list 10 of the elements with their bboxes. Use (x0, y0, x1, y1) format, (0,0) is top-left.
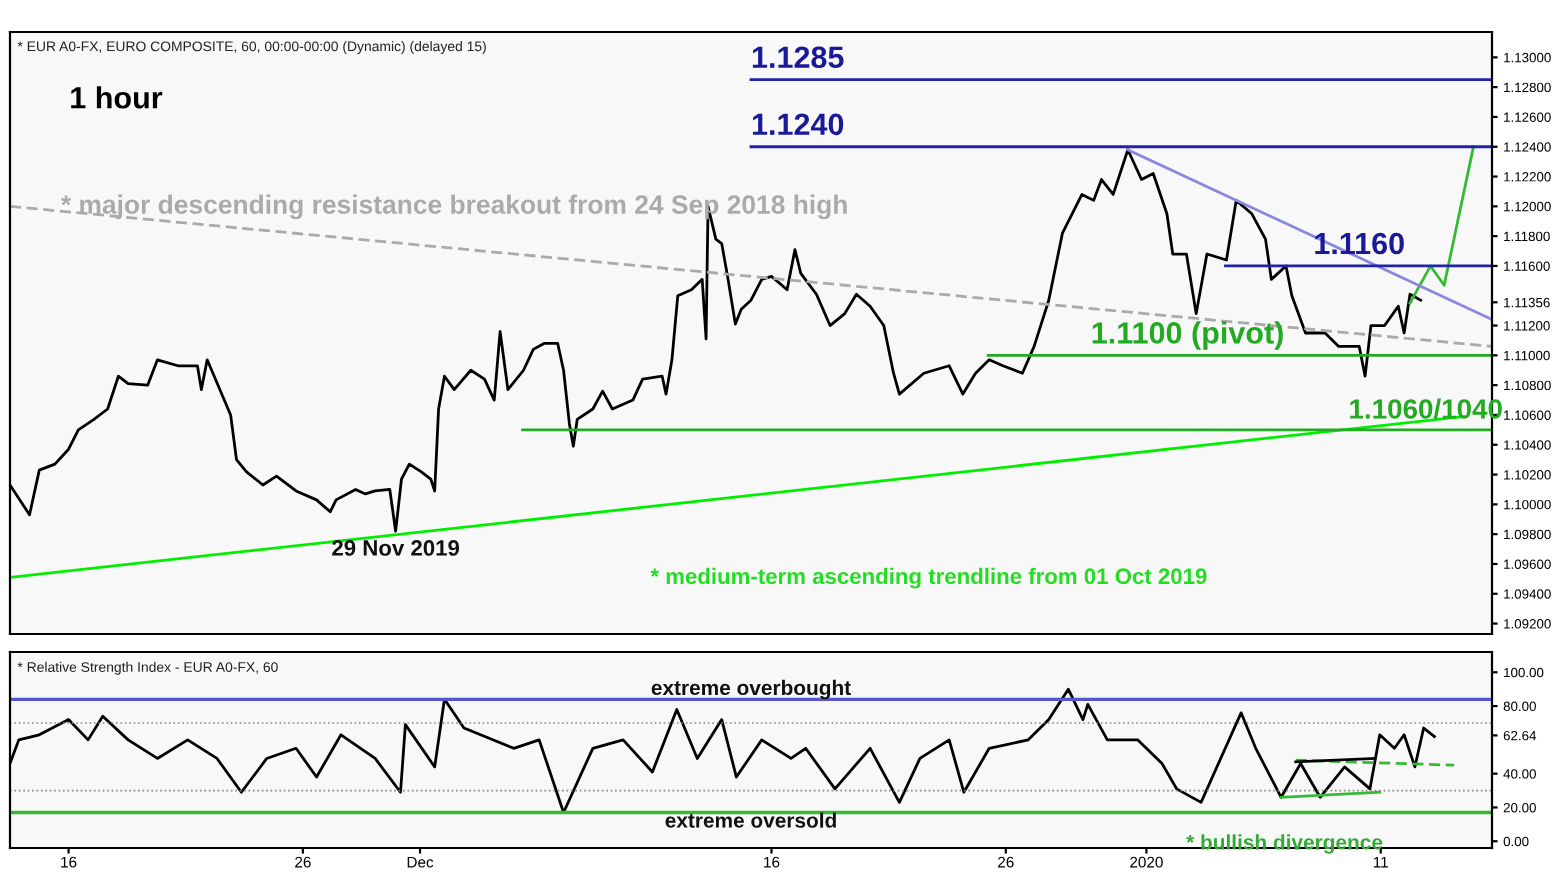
annotation: * major descending resistance breakout from 24 Sep 2018 high (60, 194, 847, 220)
annotation: 1.1240 (752, 113, 844, 136)
ref-line-label: extreme overbought (651, 679, 851, 700)
annotation: 29 Nov 2019 (332, 540, 460, 556)
annotation: 1.1100 (pivot) (1092, 321, 1283, 350)
annotation: 1.1160 (1315, 232, 1404, 255)
ref-line-label: extreme oversold (665, 812, 836, 828)
annotation: * medium-term ascending trendline from 01 Oct 2019 (650, 567, 1207, 589)
annotation: 1 hour (71, 86, 163, 109)
annotation: 1.1285 (752, 46, 844, 69)
